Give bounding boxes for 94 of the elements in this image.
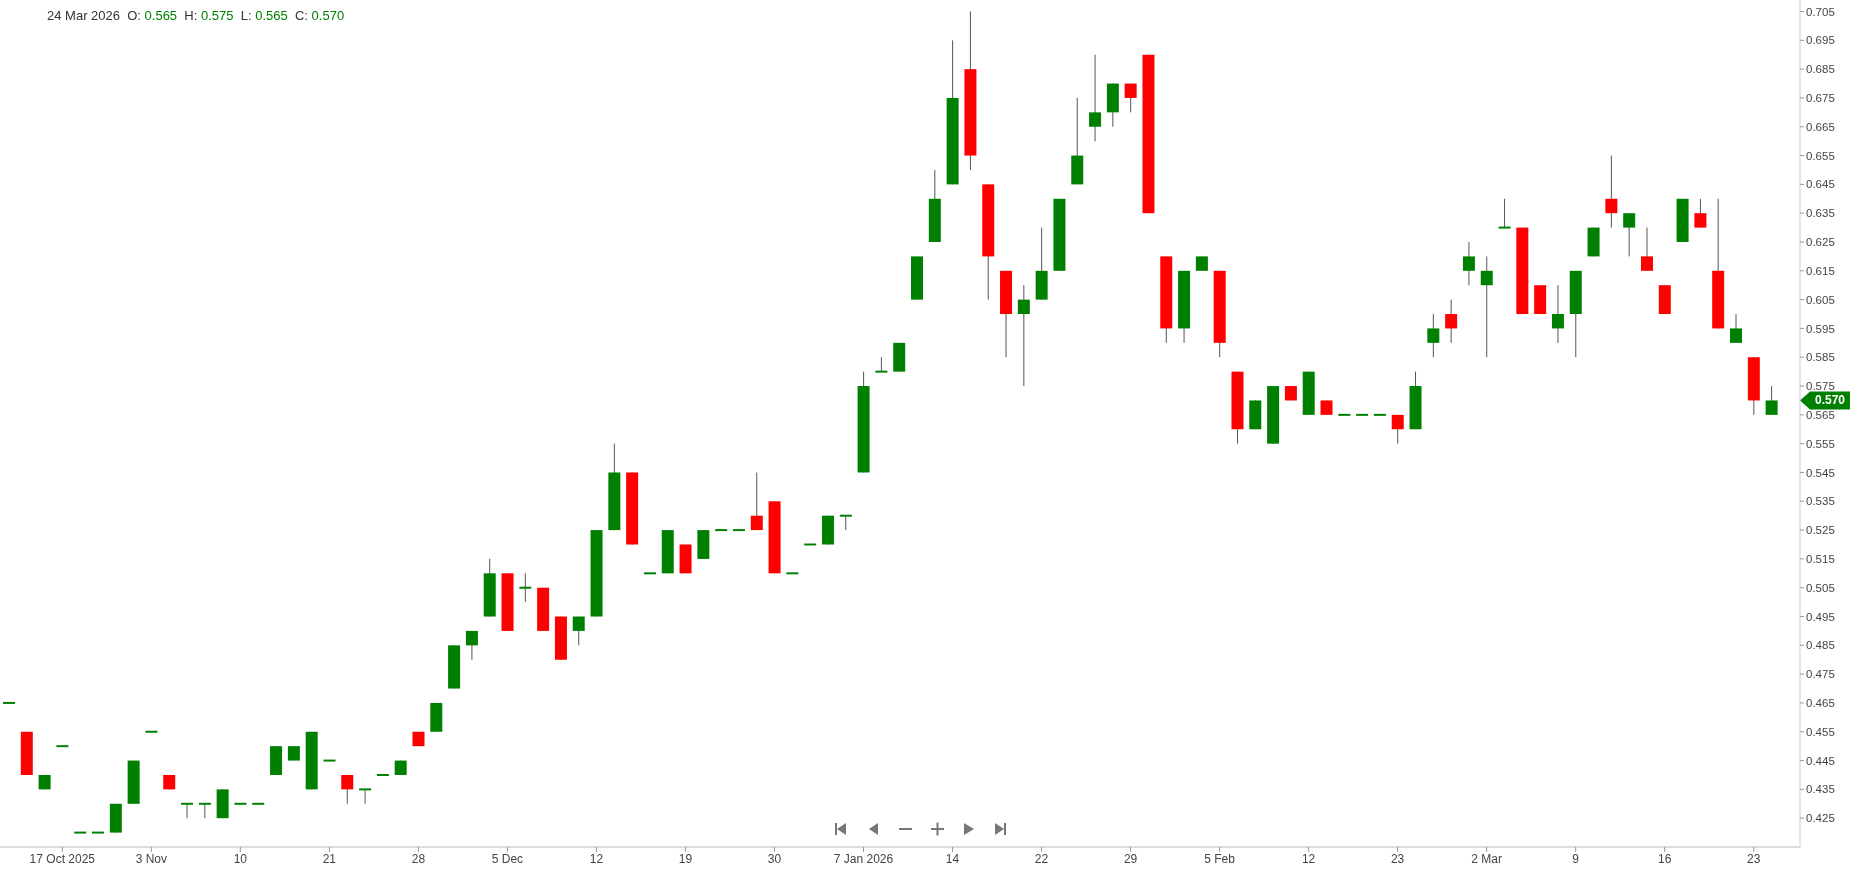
candlestick	[1694, 198, 1707, 229]
candlestick	[2, 701, 16, 704]
candlestick	[144, 730, 159, 733]
candlestick	[1605, 155, 1618, 229]
x-tick-label: 23	[1390, 851, 1405, 866]
candlestick	[1337, 413, 1352, 416]
candlestick	[197, 802, 212, 819]
text: 0.570	[1814, 393, 1846, 408]
y-tick-label: 0.565	[1806, 408, 1835, 421]
x-tick-label: 10	[233, 851, 248, 866]
candlestick	[91, 831, 106, 834]
candlestick	[1089, 54, 1102, 142]
candlestick	[73, 831, 88, 834]
y-tick-label: 0.615	[1806, 264, 1835, 277]
y-tick-label: 0.525	[1806, 524, 1835, 537]
candlestick	[1372, 413, 1387, 416]
y-tick-label: 0.445	[1806, 754, 1835, 767]
candlestick	[874, 356, 889, 373]
x-tick-label: 2 Mar	[1471, 851, 1502, 866]
x-tick-label: 21	[322, 851, 337, 866]
y-tick-label: 0.585	[1806, 351, 1835, 364]
candlestick	[1427, 313, 1440, 358]
x-tick-label: 14	[945, 851, 960, 866]
y-tick-label: 0.685	[1806, 63, 1835, 76]
candlestick	[518, 572, 533, 603]
candlestick	[838, 514, 853, 531]
candlestick	[642, 572, 657, 575]
x-tick-label: 9	[1572, 851, 1580, 866]
x-tick-label: 28	[411, 851, 426, 866]
candlestick	[785, 572, 800, 575]
y-tick-label: 0.545	[1806, 466, 1835, 479]
candlestick	[1124, 83, 1137, 113]
y-tick-label: 0.655	[1806, 149, 1835, 162]
y-tick-label: 0.515	[1806, 552, 1835, 565]
x-tick-label: 12	[589, 851, 604, 866]
candlestick	[714, 529, 729, 532]
candlestick	[1623, 212, 1636, 257]
x-tick-label: 16	[1658, 851, 1672, 866]
candlestick	[55, 745, 70, 748]
y-tick-label: 0.465	[1806, 697, 1835, 710]
y-tick-label: 0.675	[1806, 92, 1835, 105]
candlestick	[1462, 241, 1475, 286]
candlestick	[1640, 227, 1653, 272]
x-tick-label: 17 Oct 2025	[29, 851, 96, 866]
x-tick-label: 5 Dec	[491, 851, 524, 866]
y-tick-label: 0.535	[1806, 495, 1835, 508]
candlestick	[1445, 299, 1458, 344]
y-tick-label: 0.575	[1806, 380, 1835, 393]
y-tick-label: 0.425	[1806, 812, 1835, 825]
x-tick-label: 3 Nov	[135, 851, 168, 866]
x-tick-label: 29	[1123, 851, 1138, 866]
x-tick-label: 30	[767, 851, 782, 866]
candlestick	[1480, 255, 1493, 358]
y-tick-label: 0.605	[1806, 293, 1835, 306]
y-tick-label: 0.695	[1806, 34, 1835, 47]
y-tick-label: 0.455	[1806, 725, 1835, 738]
y-tick-label: 0.665	[1806, 120, 1835, 133]
candlestick	[375, 773, 390, 776]
x-tick-label: 12	[1301, 851, 1316, 866]
candlestick	[465, 630, 478, 661]
candlestick	[731, 529, 746, 532]
y-tick-label: 0.635	[1806, 207, 1835, 220]
candlestick	[1497, 198, 1512, 229]
y-tick-label: 0.475	[1806, 668, 1835, 681]
candlestick	[1551, 284, 1564, 344]
y-tick-label: 0.555	[1806, 437, 1835, 450]
candlestick	[750, 471, 763, 531]
candlestick	[1391, 414, 1404, 445]
y-tick-label: 0.645	[1806, 178, 1835, 191]
x-tick-label: 5 Feb	[1204, 851, 1236, 866]
candlestick	[233, 802, 248, 805]
y-tick-label: 0.485	[1806, 639, 1835, 652]
candlestick	[1730, 313, 1742, 344]
y-tick-label: 0.705	[1806, 5, 1835, 18]
text: 24 Mar 2026 O: 0.565 H: 0.575 L: 0.565 C: 0.570	[47, 8, 345, 23]
candlestick	[341, 774, 354, 805]
x-tick-label: 7 Jan 2026	[833, 851, 894, 866]
candlestick	[322, 759, 337, 762]
y-tick-label: 0.505	[1806, 581, 1835, 594]
candlestick	[803, 543, 818, 546]
y-tick-label: 0.595	[1806, 322, 1835, 335]
candlestick	[251, 802, 266, 805]
x-tick-label: 23	[1747, 851, 1761, 866]
candlestick	[1765, 385, 1778, 416]
x-tick-label: 19	[678, 851, 693, 866]
candlestick	[358, 788, 373, 805]
candlestick	[572, 616, 585, 646]
x-tick-label: 22	[1034, 851, 1049, 866]
y-tick-label: 0.435	[1806, 783, 1835, 796]
candlestick	[1017, 284, 1030, 387]
y-tick-label: 0.495	[1806, 610, 1835, 623]
y-tick-label: 0.625	[1806, 236, 1835, 249]
candlestick	[1355, 413, 1370, 416]
candlestick	[180, 802, 195, 819]
